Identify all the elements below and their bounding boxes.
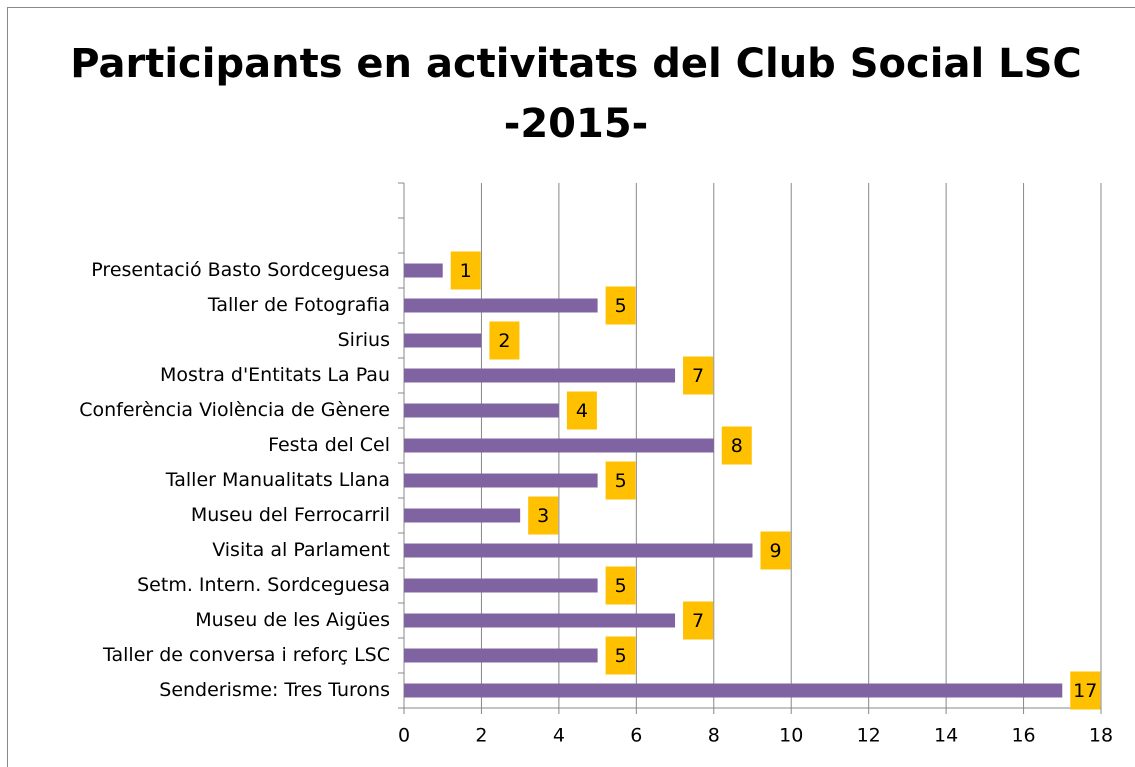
y-tick-label: Setm. Intern. Sordceguesa xyxy=(137,574,390,596)
data-label: 5 xyxy=(615,575,627,597)
x-tick-label: 18 xyxy=(1089,725,1113,747)
y-tick-label: Sirius xyxy=(338,329,390,351)
bar xyxy=(404,263,443,278)
data-label-box xyxy=(721,426,752,465)
data-label-box xyxy=(566,391,597,430)
bar xyxy=(404,578,598,593)
data-label: 3 xyxy=(537,505,549,527)
x-tick-label: 4 xyxy=(553,725,565,747)
bar xyxy=(404,298,598,313)
y-tick-label: Museu de les Aigües xyxy=(195,609,390,631)
x-tick-label: 12 xyxy=(857,725,881,747)
chart-border xyxy=(7,7,1135,767)
data-label: 2 xyxy=(498,330,510,352)
data-label-box xyxy=(760,531,791,570)
x-tick-label: 10 xyxy=(779,725,803,747)
y-tick-label: Mostra d'Entitats La Pau xyxy=(160,364,390,386)
bar xyxy=(404,438,714,453)
bar xyxy=(404,473,598,488)
x-tick-label: 14 xyxy=(934,725,958,747)
data-label: 5 xyxy=(615,295,627,317)
bar xyxy=(404,543,753,558)
data-label: 5 xyxy=(615,645,627,667)
data-label-box xyxy=(605,566,636,605)
data-label-box xyxy=(1070,671,1101,710)
data-label: 5 xyxy=(615,470,627,492)
data-label-box xyxy=(450,251,481,290)
data-label: 7 xyxy=(692,365,704,387)
y-tick-label: Taller de Fotografia xyxy=(207,294,390,316)
bar xyxy=(404,683,1063,698)
data-label-box xyxy=(683,601,714,640)
data-label: 9 xyxy=(769,540,781,562)
y-tick-label: Presentació Basto Sordceguesa xyxy=(91,259,390,281)
bar xyxy=(404,508,521,523)
data-label-box xyxy=(605,461,636,500)
chart-title: Participants en activitats del Club Soci… xyxy=(70,41,1081,87)
chart-title: -2015- xyxy=(504,101,649,147)
y-tick-label: Festa del Cel xyxy=(268,434,390,456)
x-tick-label: 0 xyxy=(398,725,410,747)
data-label-box xyxy=(683,356,714,395)
bar xyxy=(404,613,676,628)
data-label: 7 xyxy=(692,610,704,632)
bar xyxy=(404,333,482,348)
x-tick-label: 16 xyxy=(1011,725,1035,747)
y-tick-label: Senderisme: Tres Turons xyxy=(159,679,390,701)
x-tick-label: 8 xyxy=(708,725,720,747)
y-tick-label: Visita al Parlament xyxy=(212,539,390,561)
y-tick-label: Museu del Ferrocarril xyxy=(191,504,390,526)
y-tick-label: Taller de conversa i reforç LSC xyxy=(102,644,390,666)
data-label: 8 xyxy=(731,435,743,457)
x-tick-label: 2 xyxy=(475,725,487,747)
bar xyxy=(404,368,676,383)
bar xyxy=(404,648,598,663)
data-label-box xyxy=(489,321,520,360)
bar xyxy=(404,403,559,418)
x-tick-label: 6 xyxy=(630,725,642,747)
data-label-box xyxy=(605,286,636,325)
data-label-box xyxy=(605,636,636,675)
y-tick-label: Taller Manualitats Llana xyxy=(165,469,390,491)
data-label-box xyxy=(528,496,559,535)
data-label: 1 xyxy=(460,260,472,282)
y-tick-label: Conferència Violència de Gènere xyxy=(79,399,390,421)
data-label: 4 xyxy=(576,400,588,422)
data-label: 17 xyxy=(1073,680,1097,702)
